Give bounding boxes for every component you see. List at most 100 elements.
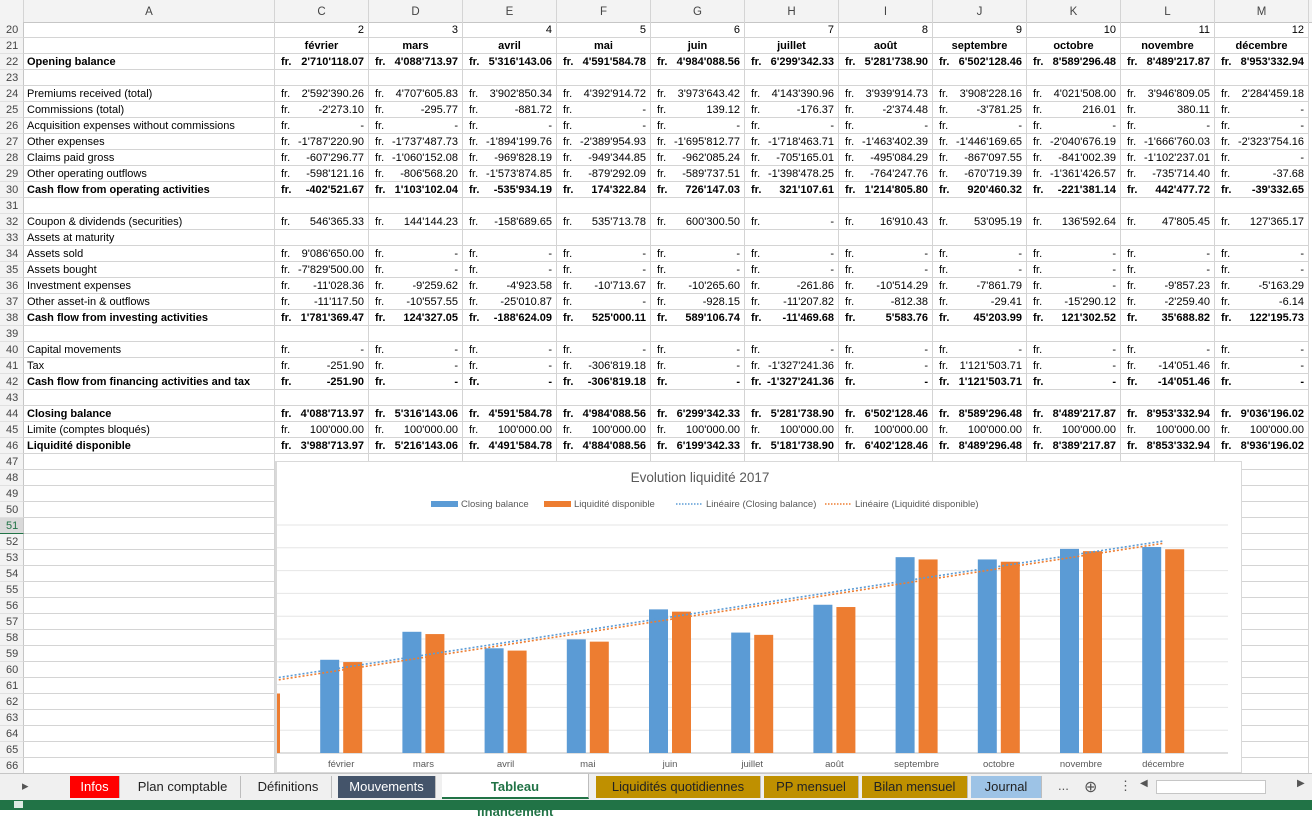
row-label-cell[interactable] [24,534,275,550]
bar-closing-balance[interactable] [977,559,997,753]
value-cell[interactable]: fr. -949'344.85 [557,150,651,166]
empty-cell[interactable] [1215,742,1309,758]
column-header-f[interactable]: F [557,0,651,22]
empty-cell[interactable] [1121,198,1215,214]
empty-cell[interactable] [1215,678,1309,694]
value-cell[interactable]: fr. 3'973'643.42 [651,86,745,102]
add-sheet-icon[interactable]: ⊕ [1084,779,1098,796]
value-cell[interactable]: fr. 100'000.00 [651,422,745,438]
empty-cell[interactable] [839,326,933,342]
row-label-cell[interactable] [24,70,275,86]
row-label-cell[interactable] [24,630,275,646]
value-cell[interactable]: fr. 920'460.32 [933,182,1027,198]
empty-cell[interactable] [651,198,745,214]
value-cell[interactable]: fr. 122'195.73 [1215,310,1309,326]
value-cell[interactable]: fr. -2'259.40 [1121,294,1215,310]
value-cell[interactable]: fr. -2'273.10 [275,102,369,118]
value-cell[interactable]: fr. 9'036'196.02 [1215,406,1309,422]
row-label-cell[interactable]: Other asset-in & outflows [24,294,275,310]
value-cell[interactable]: fr. - [463,342,557,358]
empty-cell[interactable] [557,390,651,406]
value-cell[interactable]: fr. -812.38 [839,294,933,310]
value-cell[interactable]: fr. -9'259.62 [369,278,463,294]
row-header[interactable]: 42 [0,374,24,390]
empty-cell[interactable] [1027,326,1121,342]
value-cell[interactable]: fr. - [839,342,933,358]
row-label-cell[interactable]: Liquidité disponible [24,438,275,454]
value-cell[interactable]: fr. - [463,358,557,374]
value-cell[interactable]: fr. - [651,246,745,262]
value-cell[interactable]: fr. - [1027,118,1121,134]
row-header[interactable]: 38 [0,310,24,326]
value-cell[interactable]: fr. - [369,118,463,134]
value-cell[interactable]: fr. -1'666'760.03 [1121,134,1215,150]
hscroll-left-icon[interactable]: ◀ [1140,778,1148,789]
row-label-cell[interactable] [24,502,275,518]
row-header[interactable]: 28 [0,150,24,166]
column-header-i[interactable]: I [839,0,933,22]
value-cell[interactable]: fr. -928.15 [651,294,745,310]
row-header[interactable]: 27 [0,134,24,150]
value-cell[interactable]: fr. - [1027,262,1121,278]
empty-cell[interactable] [463,70,557,86]
empty-cell[interactable] [933,70,1027,86]
empty-cell[interactable] [1215,758,1309,773]
bar-closing-balance[interactable] [649,609,668,753]
bar-liquidite-disponible[interactable] [918,559,938,753]
value-cell[interactable]: fr. -607'296.77 [275,150,369,166]
value-cell[interactable]: fr. -589'737.51 [651,166,745,182]
value-cell[interactable]: fr. -1'361'426.57 [1027,166,1121,182]
empty-cell[interactable] [1121,390,1215,406]
legend-label[interactable]: Closing balance [461,499,529,510]
row-header[interactable]: 40 [0,342,24,358]
empty-cell[interactable] [557,70,651,86]
bar-liquidite-disponible[interactable] [1000,561,1020,753]
value-cell[interactable]: fr. - [557,294,651,310]
value-cell[interactable]: fr. -402'521.67 [275,182,369,198]
bar-closing-balance[interactable] [895,557,915,753]
empty-cell[interactable] [745,390,839,406]
empty-cell[interactable] [745,230,839,246]
row-label-cell[interactable] [24,710,275,726]
value-cell[interactable]: fr. -11'117.50 [275,294,369,310]
value-cell[interactable]: fr. - [1121,246,1215,262]
bar-closing-balance[interactable] [320,659,340,753]
value-cell[interactable]: fr. 139.12 [651,102,745,118]
tab-options-icon[interactable]: ⋮ [1119,778,1132,793]
empty-cell[interactable] [1215,486,1309,502]
sheet-tab-infos[interactable]: Infos [70,776,120,798]
empty-cell[interactable] [1215,230,1309,246]
month-number-cell[interactable]: 6 [651,22,745,38]
row-header[interactable]: 51 [0,518,24,534]
empty-cell[interactable] [1121,326,1215,342]
row-label-cell[interactable] [24,662,275,678]
empty-cell[interactable] [1027,198,1121,214]
empty-cell[interactable] [1215,470,1309,486]
value-cell[interactable]: fr. 121'302.52 [1027,310,1121,326]
value-cell[interactable]: fr. 535'713.78 [557,214,651,230]
value-cell[interactable]: fr. 127'365.17 [1215,214,1309,230]
row-label-cell[interactable] [24,678,275,694]
value-cell[interactable]: fr. -4'923.58 [463,278,557,294]
empty-cell[interactable] [463,230,557,246]
value-cell[interactable]: fr. - [1027,358,1121,374]
value-cell[interactable]: fr. -7'829'500.00 [275,262,369,278]
macro-record-icon[interactable] [14,801,23,808]
value-cell[interactable]: fr. - [557,262,651,278]
value-cell[interactable]: fr. -1'894'199.76 [463,134,557,150]
value-cell[interactable]: fr. 380.11 [1121,102,1215,118]
value-cell[interactable]: fr. 6'502'128.46 [839,406,933,422]
row-header[interactable]: 25 [0,102,24,118]
value-cell[interactable]: fr. 321'107.61 [745,182,839,198]
row-header[interactable]: 61 [0,678,24,694]
bar-closing-balance[interactable] [731,632,751,753]
empty-cell[interactable] [745,198,839,214]
row-header[interactable]: 33 [0,230,24,246]
empty-cell[interactable] [651,230,745,246]
bar-liquidite-disponible[interactable] [1165,549,1185,753]
empty-cell[interactable] [275,326,369,342]
value-cell[interactable]: fr. - [933,342,1027,358]
value-cell[interactable]: fr. -1'446'169.65 [933,134,1027,150]
value-cell[interactable]: fr. -969'828.19 [463,150,557,166]
row-label-cell[interactable]: Commissions (total) [24,102,275,118]
